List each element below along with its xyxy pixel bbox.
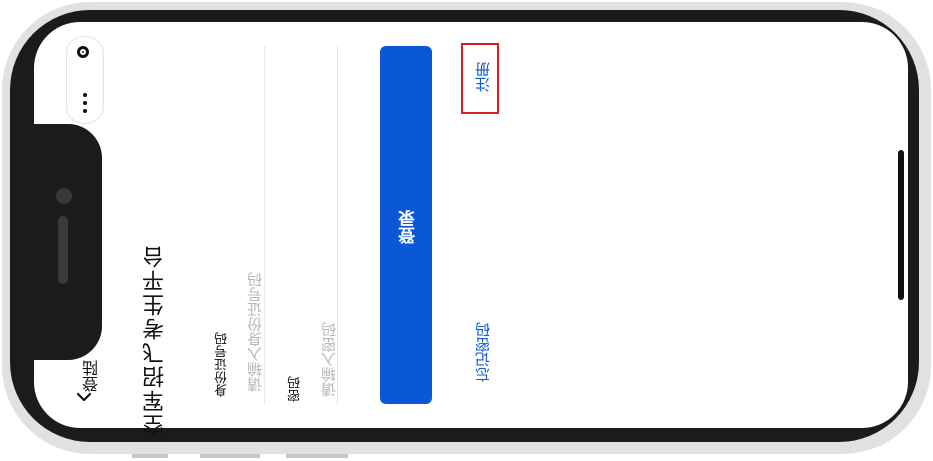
page-title: 空军招飞考生平台 bbox=[143, 244, 168, 436]
home-indicator[interactable] bbox=[898, 150, 904, 300]
side-button bbox=[132, 454, 168, 458]
target-icon[interactable] bbox=[77, 46, 89, 58]
login-button-label[interactable]: 登录 bbox=[399, 210, 419, 244]
volume-down-button bbox=[286, 454, 348, 458]
password-field-divider bbox=[337, 46, 338, 404]
password-label: 密码 bbox=[288, 376, 303, 402]
forgot-password-link[interactable]: 忘记密码 bbox=[474, 322, 492, 382]
volume-up-button bbox=[200, 454, 260, 458]
more-dots-icon[interactable] bbox=[83, 93, 87, 117]
id-number-label: 身份证号码 bbox=[215, 332, 230, 397]
camera-icon bbox=[56, 188, 72, 204]
login-button[interactable] bbox=[380, 46, 432, 404]
id-number-input[interactable]: 请输入身份证号码 bbox=[246, 272, 264, 392]
speaker-grille bbox=[58, 216, 68, 284]
back-label[interactable]: 登陆 bbox=[82, 360, 101, 392]
register-link[interactable]: 注册 bbox=[474, 62, 492, 92]
id-field-divider bbox=[264, 46, 265, 404]
phone-notch bbox=[32, 124, 102, 360]
password-input[interactable]: 请输入密码 bbox=[320, 322, 338, 397]
chevron-left-icon[interactable] bbox=[75, 388, 93, 406]
register-highlight-box bbox=[461, 43, 499, 114]
screen-overlay bbox=[32, 22, 908, 428]
phone-screen bbox=[34, 22, 908, 428]
miniprogram-capsule[interactable] bbox=[66, 36, 104, 124]
